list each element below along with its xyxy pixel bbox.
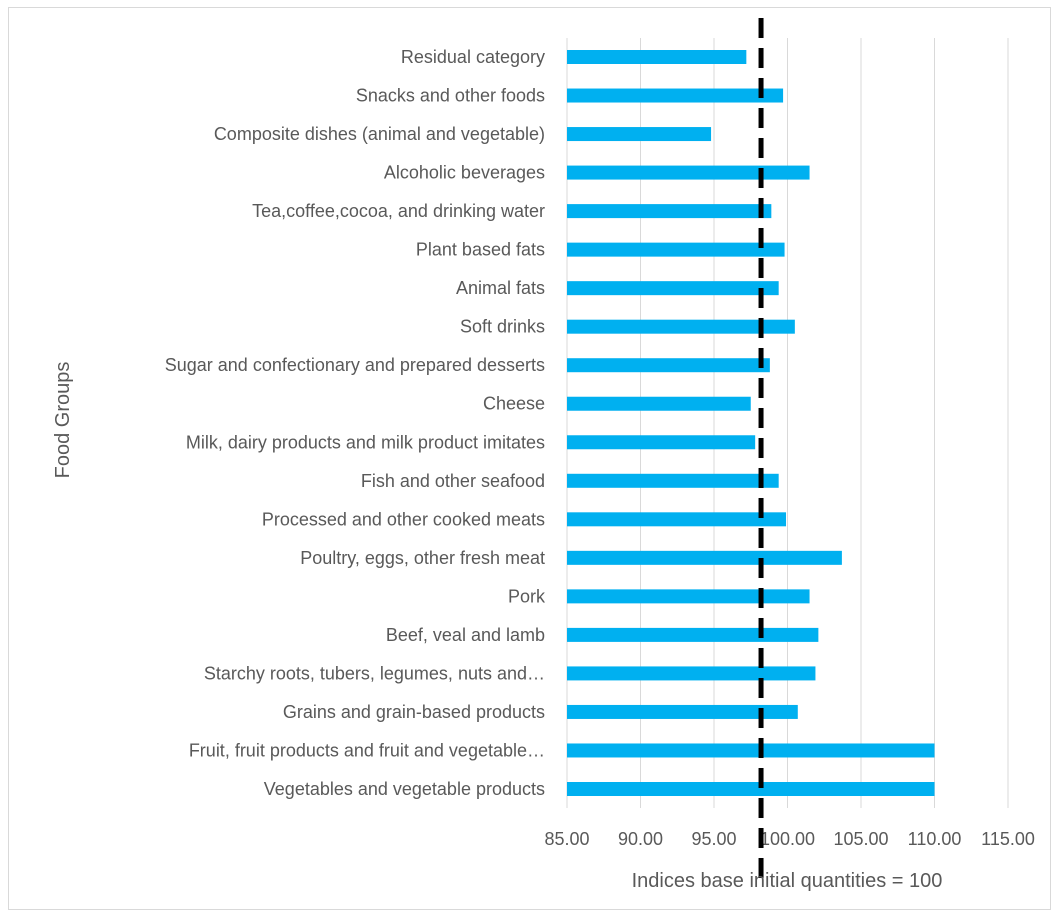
bar xyxy=(567,704,798,719)
bar xyxy=(567,319,795,334)
category-label: Starchy roots, tubers, legumes, nuts and… xyxy=(204,663,545,683)
category-label: Processed and other cooked meats xyxy=(262,509,545,529)
category-label: Tea,coffee,cocoa, and drinking water xyxy=(252,201,545,221)
x-tick-label: 85.00 xyxy=(544,829,589,849)
bar xyxy=(567,743,935,758)
category-label: Sugar and confectionary and prepared des… xyxy=(165,355,545,375)
category-label: Beef, veal and lamb xyxy=(386,625,545,645)
category-label: Cheese xyxy=(483,394,545,414)
bar xyxy=(567,666,816,681)
bars xyxy=(567,50,935,796)
x-tick-label: 90.00 xyxy=(618,829,663,849)
category-label: Snacks and other foods xyxy=(356,86,545,106)
category-label: Milk, dairy products and milk product im… xyxy=(186,432,545,452)
chart-frame xyxy=(8,7,1051,910)
bar xyxy=(567,473,779,488)
x-tick-label: 115.00 xyxy=(981,829,1035,849)
category-label: Poultry, eggs, other fresh meat xyxy=(300,548,545,568)
category-label: Composite dishes (animal and vegetable) xyxy=(214,124,545,144)
category-labels: Residual category Snacks and other foods C… xyxy=(165,47,546,799)
bar xyxy=(567,782,935,796)
x-tick-labels: 85.00 90.00 95.00 100.00 105.00 110.00 115.00 xyxy=(544,829,1034,849)
category-label: Vegetables and vegetable products xyxy=(264,779,545,799)
bar xyxy=(567,396,751,411)
bar xyxy=(567,512,787,527)
bar xyxy=(567,435,756,450)
category-label: Residual category xyxy=(401,47,545,67)
bar xyxy=(567,550,842,565)
bar xyxy=(567,204,772,219)
category-label: Alcoholic beverages xyxy=(384,163,545,183)
bar xyxy=(567,242,785,257)
category-label: Fruit, fruit products and fruit and vege… xyxy=(189,740,545,760)
category-label: Plant based fats xyxy=(416,240,545,260)
category-label: Soft drinks xyxy=(460,317,545,337)
bar xyxy=(567,88,784,103)
x-tick-label: 95.00 xyxy=(691,829,736,849)
bar xyxy=(567,127,712,142)
category-label: Grains and grain-based products xyxy=(283,702,545,722)
bar xyxy=(567,627,819,642)
category-label: Fish and other seafood xyxy=(361,471,545,491)
bar xyxy=(567,165,810,180)
x-tick-label: 110.00 xyxy=(908,829,962,849)
x-tick-label: 100.00 xyxy=(760,829,815,849)
x-axis-title: Indices base initial quantities = 100 xyxy=(632,870,943,892)
gridlines xyxy=(566,38,1009,808)
bar xyxy=(567,50,747,64)
category-label: Pork xyxy=(508,586,546,606)
bar xyxy=(567,281,779,296)
bar xyxy=(567,358,770,373)
y-axis-title: Food Groups xyxy=(52,362,74,479)
category-label: Animal fats xyxy=(456,278,545,298)
x-tick-label: 105.00 xyxy=(833,829,888,849)
bar xyxy=(567,589,810,604)
